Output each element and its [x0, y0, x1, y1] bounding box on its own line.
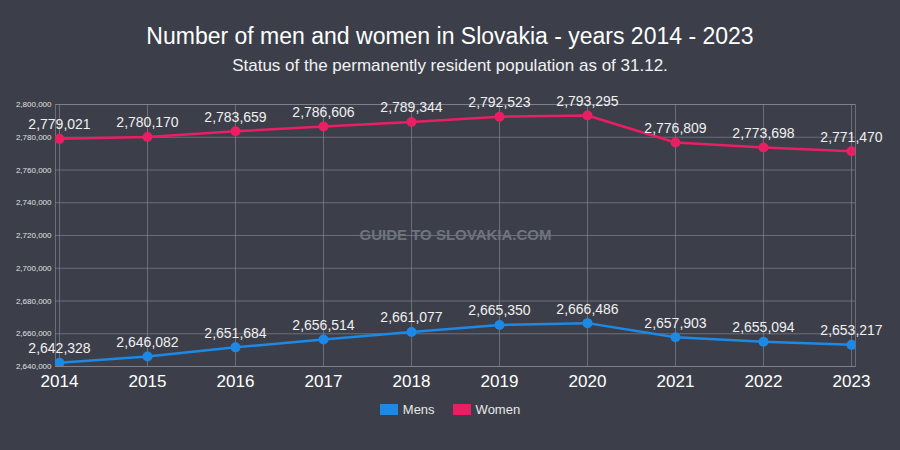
svg-text:2023: 2023 [833, 372, 871, 391]
svg-text:2,660,000: 2,660,000 [16, 329, 52, 338]
svg-text:2,700,000: 2,700,000 [16, 264, 52, 273]
svg-text:2,776,809: 2,776,809 [644, 120, 706, 136]
svg-text:2019: 2019 [481, 372, 519, 391]
svg-text:2017: 2017 [305, 372, 343, 391]
svg-text:2,661,077: 2,661,077 [380, 309, 442, 325]
svg-text:2,666,486: 2,666,486 [556, 301, 618, 317]
svg-text:2,657,903: 2,657,903 [644, 315, 706, 331]
svg-text:2,760,000: 2,760,000 [16, 166, 52, 175]
svg-text:2,655,094: 2,655,094 [732, 319, 794, 335]
svg-text:2,800,000: 2,800,000 [16, 100, 52, 109]
svg-text:2,651,684: 2,651,684 [204, 325, 266, 341]
svg-text:2,656,514: 2,656,514 [292, 317, 354, 333]
svg-text:2,740,000: 2,740,000 [16, 198, 52, 207]
svg-text:2,771,470: 2,771,470 [820, 129, 882, 145]
svg-text:2016: 2016 [217, 372, 255, 391]
svg-text:2,783,659: 2,783,659 [204, 109, 266, 125]
svg-text:2,665,350: 2,665,350 [468, 302, 530, 318]
svg-text:GUIDE TO SLOVAKIA.COM: GUIDE TO SLOVAKIA.COM [360, 226, 552, 243]
svg-text:2,642,328: 2,642,328 [28, 340, 90, 356]
svg-text:2014: 2014 [41, 372, 79, 391]
html-text:Status of the permanently resi: Status of the permanently resident popul… [232, 56, 668, 75]
svg-text:2018: 2018 [393, 372, 431, 391]
svg-text:2,773,698: 2,773,698 [732, 125, 794, 141]
svg-text:2,653,217: 2,653,217 [820, 322, 882, 338]
svg-text:2,789,344: 2,789,344 [380, 99, 442, 115]
svg-text:2015: 2015 [129, 372, 167, 391]
svg-text:2,786,606: 2,786,606 [292, 104, 354, 120]
html-text:Women: Women [475, 402, 521, 417]
html-text:Mens: Mens [402, 402, 435, 417]
svg-text:2,680,000: 2,680,000 [16, 297, 52, 306]
svg-text:2,792,523: 2,792,523 [468, 94, 530, 110]
svg-text:2,640,000: 2,640,000 [16, 362, 52, 371]
svg-text:2,793,295: 2,793,295 [556, 93, 618, 109]
svg-text:2,780,000: 2,780,000 [16, 133, 52, 142]
svg-text:2022: 2022 [745, 372, 783, 391]
svg-text:2,779,021: 2,779,021 [28, 116, 90, 132]
svg-text:2,720,000: 2,720,000 [16, 231, 52, 240]
html-text:Number of men and women in Slo: Number of men and women in Slovakia - ye… [146, 23, 754, 49]
svg-text:2021: 2021 [657, 372, 695, 391]
svg-text:2,780,170: 2,780,170 [116, 114, 178, 130]
svg-text:2020: 2020 [569, 372, 607, 391]
svg-text:2,646,082: 2,646,082 [116, 334, 178, 350]
